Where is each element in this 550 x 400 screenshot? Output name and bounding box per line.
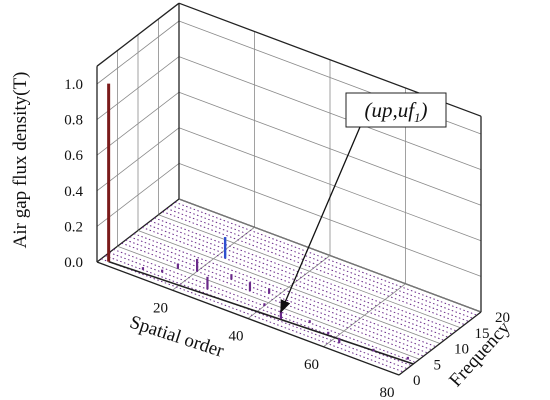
floor-dotted-line: [174, 201, 478, 316]
y-tick-label: 10: [454, 342, 469, 358]
annotation-label: (up,uf1): [364, 98, 427, 125]
y-tick-label: 15: [475, 326, 490, 342]
floor-gridline: [172, 226, 255, 291]
tick-labels: 0.0 0.2 0.4 0.6 0.8 1.0 20 40 60 80 05 10 15 20: [64, 77, 510, 400]
z-tick-label: 0.8: [64, 113, 83, 129]
y-tick-label: 5: [434, 357, 442, 373]
floor-dotted-line: [105, 255, 408, 370]
frame-edge: [96, 261, 400, 376]
z-axis-title: Air gap flux density(T): [10, 72, 31, 249]
chart-floor: [96, 198, 482, 376]
y-tick-label: 20: [495, 310, 510, 326]
bar-group: [107, 83, 409, 360]
z-tick-label: 0.6: [64, 148, 83, 164]
x-tick-label: 60: [304, 357, 319, 373]
x-tick-label: 80: [380, 385, 395, 400]
floor-dotted-line: [129, 236, 432, 351]
floor-gridline: [247, 255, 331, 319]
floor-dotted-line: [150, 220, 453, 335]
x-tick-label: 20: [153, 300, 168, 316]
floor-dotted-line: [166, 207, 469, 322]
chart-walls: [96, 2, 482, 313]
z-tick-label: 0.0: [64, 255, 83, 271]
floor-gridline: [323, 283, 406, 348]
y-tick-label: 0: [413, 373, 421, 389]
base-line: [108, 260, 414, 365]
annotation: (up,uf1): [280, 92, 447, 314]
floor-dotted-line: [154, 217, 457, 332]
floor-dotted-line: [170, 204, 473, 319]
floor-dotted-line: [146, 223, 449, 338]
z-tick-label: 0.4: [64, 184, 83, 200]
floor-dotted-line: [125, 239, 428, 354]
x-axis-title: Spatial order: [127, 312, 227, 362]
floor-dotted-line: [133, 233, 437, 348]
x-tick-label: 40: [229, 329, 244, 345]
annotation-arrow: [280, 126, 361, 314]
floor-dotted-line: [162, 211, 465, 326]
z-tick-label: 1.0: [64, 77, 83, 93]
floor-dotted-line: [121, 242, 424, 357]
floor-dotted-line: [100, 258, 404, 373]
frame-edge: [96, 2, 180, 67]
annotation-box: [345, 92, 447, 128]
z-tick-label: 0.2: [64, 219, 83, 235]
